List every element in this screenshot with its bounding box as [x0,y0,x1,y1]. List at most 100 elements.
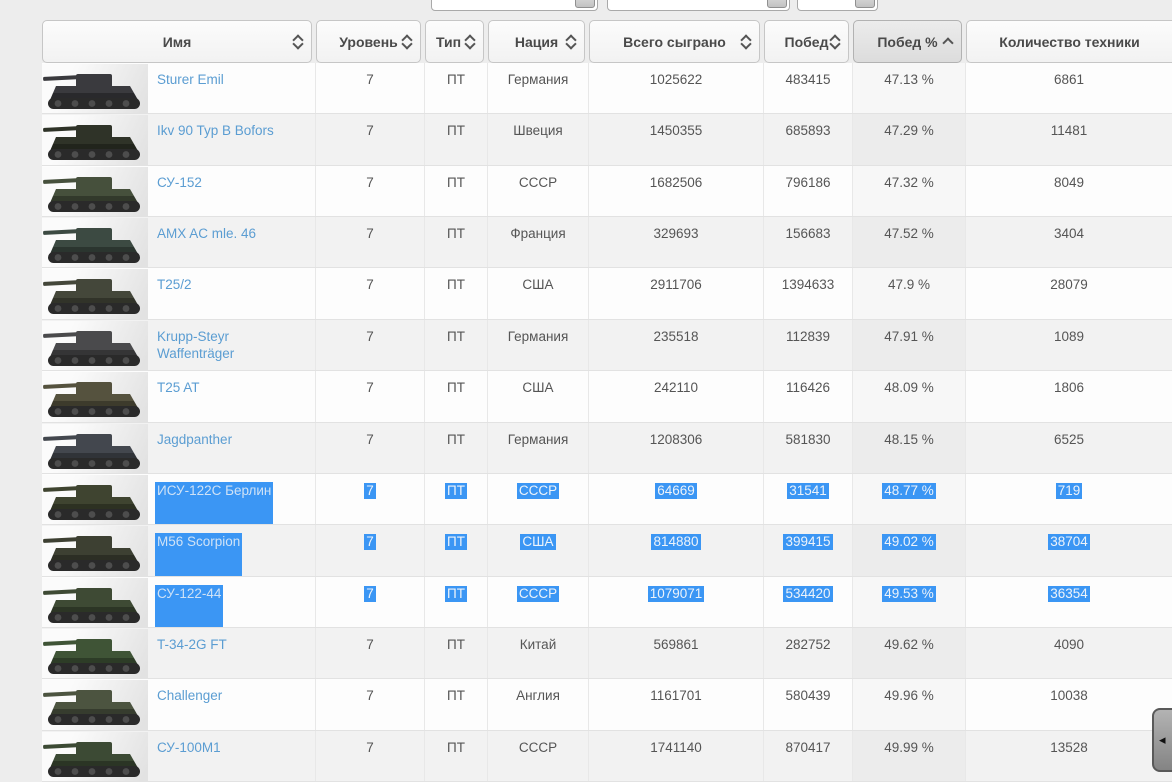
tank-image[interactable] [42,320,148,371]
filter-select-1[interactable] [431,0,598,11]
tank-name-link[interactable]: T-34-2G FT [157,636,227,652]
tank-image[interactable] [42,372,148,422]
table-row[interactable]: СУ-152 7 ПТ СССР 1682506 796186 47.32 % … [42,165,1172,218]
level-cell: 7 [316,165,425,217]
table-row[interactable]: СУ-100М1 7 ПТ СССР 1741140 870417 49.99 … [42,730,1172,782]
tank-name-link[interactable]: Sturer Emil [157,72,224,87]
nation-cell: СССР [488,576,589,627]
table-row[interactable]: T25 AT 7 ПТ США 242110 116426 48.09 % 18… [42,371,1172,423]
table-row[interactable]: M56 Scorpion 7 ПТ США 814880 399415 49.0… [42,525,1172,577]
table-row[interactable]: СУ-122-44 7 ПТ СССР 1079071 534420 49.53… [42,576,1172,628]
tank-name-link[interactable]: СУ-152 [157,174,202,190]
column-header-button[interactable]: Нация [488,20,585,63]
count-cell: 10038 [1050,688,1088,704]
column-header-label: Тип [435,33,462,50]
tank-image[interactable] [42,218,148,268]
dropdown-button-icon[interactable] [855,0,875,8]
tank-image[interactable] [42,526,148,576]
wins-cell: 685893 [764,114,853,165]
name-cell: Krupp-Steyr Waffenträger [42,319,316,371]
tank-image[interactable] [42,577,148,627]
sort-icon [292,33,304,50]
type-cell: ПТ [425,165,488,217]
win-rate-cell: 48.15 % [853,422,966,473]
level-cell: 7 [316,627,425,679]
name-cell: Sturer Emil [42,63,316,114]
filter-select-2[interactable] [607,0,790,11]
column-header-label: Количество техники [999,33,1140,50]
tank-image[interactable] [42,423,148,473]
level-cell: 7 [316,319,425,371]
count-cell: 1806 [1053,380,1085,396]
tank-image[interactable] [42,628,148,679]
tank-image[interactable] [42,64,148,114]
table-row[interactable]: AMX AC mle. 46 7 ПТ Франция 329693 15668… [42,217,1172,269]
nation-cell: Германия [488,319,589,371]
vehicle-stats-table: Имя Уровень Тип Нация Всего сыграно Побе… [42,20,1172,782]
win-rate-cell: 47.91 % [853,319,966,371]
tank-name-link[interactable]: M56 Scorpion [155,533,243,576]
tank-image[interactable] [42,115,148,165]
tank-name-link[interactable]: Ikv 90 Typ B Bofors [157,123,274,139]
table-row[interactable]: T25/2 7 ПТ США 2911706 1394633 47.9 % 28… [42,268,1172,320]
nation-cell: США [488,371,589,422]
column-header-label: Имя [162,33,192,50]
wins-cell: 282752 [764,627,853,679]
column-header-button[interactable]: Уровень [316,20,421,63]
table-row[interactable]: Challenger 7 ПТ Англия 1161701 580439 49… [42,679,1172,731]
count-cell: 6861 [1053,72,1085,87]
tank-image[interactable] [42,269,148,319]
level-cell: 7 [316,473,425,525]
tank-name-link[interactable]: СУ-122-44 [155,584,224,627]
table-header: Имя Уровень Тип Нация Всего сыграно Побе… [42,20,1172,63]
tank-image[interactable] [42,474,148,525]
column-header-button[interactable]: Имя [42,20,312,63]
tank-name-link[interactable]: Challenger [157,688,223,704]
column-header-button[interactable]: Количество техники [966,20,1172,63]
tank-name-link[interactable]: T25/2 [157,277,192,293]
played-cell: 569861 [589,627,764,679]
count-cell: 36354 [1048,585,1090,602]
column-header-button[interactable]: Всего сыграно [589,20,760,63]
table-row[interactable]: Ikv 90 Typ B Bofors 7 ПТ Швеция 1450355 … [42,114,1172,166]
panel-toggle-button[interactable]: ◂ [1152,708,1172,772]
column-header-button[interactable]: Тип [425,20,484,63]
table-row[interactable]: T-34-2G FT 7 ПТ Китай 569861 282752 49.6… [42,627,1172,680]
tank-name-link[interactable]: СУ-100М1 [157,739,221,755]
tank-image[interactable] [42,166,148,217]
type-cell: ПТ [425,114,488,165]
dropdown-button-icon[interactable] [575,0,595,8]
table-row[interactable]: ИСУ-122С Берлин 7 ПТ СССР 64669 31541 48… [42,473,1172,526]
nation-cell: Китай [488,627,589,679]
nation-cell: США [488,268,589,319]
filter-select-3[interactable] [797,0,878,11]
type-cell: ПТ [425,576,488,627]
tank-name-link[interactable]: AMX AC mle. 46 [157,226,257,242]
table-row[interactable]: Jagdpanther 7 ПТ Германия 1208306 581830… [42,422,1172,474]
level-cell: 7 [316,268,425,319]
dropdown-button-icon[interactable] [767,0,787,8]
tank-name-link[interactable]: Krupp-Steyr Waffenträger [157,328,235,361]
win-rate-cell: 49.62 % [853,627,966,679]
tank-name-link[interactable]: Jagdpanther [157,431,233,447]
type-cell: ПТ [425,422,488,473]
win-rate-cell: 47.52 % [853,217,966,268]
level-cell: 7 [316,217,425,268]
tank-name-link[interactable]: T25 AT [157,380,200,396]
sort-icon [829,33,841,50]
wins-cell: 581830 [764,422,853,473]
column-header-button[interactable]: Побед % [853,20,962,63]
tank-image[interactable] [42,731,148,782]
played-cell: 1450355 [589,114,764,165]
table-row[interactable]: Krupp-Steyr Waffenträger 7 ПТ Германия 2… [42,319,1172,372]
played-cell: 235518 [589,319,764,371]
name-cell: Jagdpanther [42,422,316,473]
nation-cell: СССР [488,165,589,217]
tank-name-link[interactable]: ИСУ-122С Берлин [155,481,274,525]
name-cell: Challenger [42,679,316,730]
table-row[interactable]: Sturer Emil 7 ПТ Германия 1025622 483415… [42,63,1172,115]
tank-image[interactable] [42,680,148,730]
column-header-button[interactable]: Побед [764,20,849,63]
column-header-label: Нация [514,33,559,50]
nation-cell: США [488,525,589,576]
